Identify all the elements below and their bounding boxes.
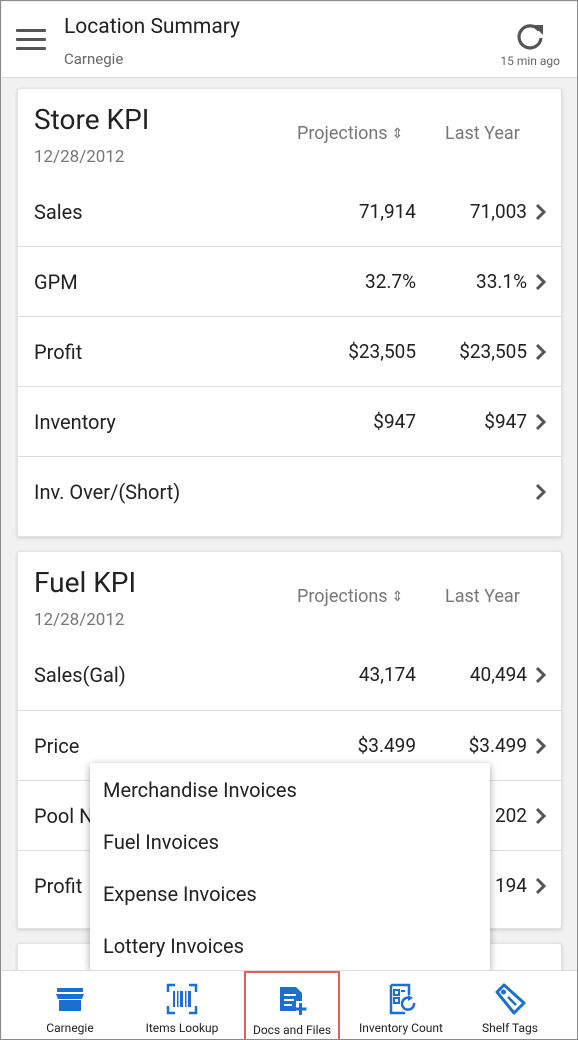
last-year-value: $3.499 (468, 734, 527, 757)
nav-label: Docs and Files (252, 1023, 332, 1037)
nav-label: Carnegie (46, 1021, 94, 1035)
chevron-right-icon (535, 737, 547, 755)
last-year-value: 71,003 (469, 200, 527, 223)
row-label: Inv. Over/(Short) (34, 480, 181, 504)
projections-value: 32.7% (365, 270, 416, 293)
chevron-right-icon (535, 273, 547, 291)
sort-icon: ⇕ (391, 126, 404, 142)
nav-item-inventory-count[interactable]: Inventory Count (345, 971, 457, 1039)
last-refresh-time: 15 min ago (500, 54, 560, 68)
kpi-row-sales-gal[interactable]: Sales(Gal) 43,174 40,494 (18, 640, 561, 710)
row-label: Profit (34, 340, 83, 364)
card-title: Store KPI (34, 103, 150, 136)
chevron-right-icon (535, 483, 547, 501)
row-label: Pool N (34, 804, 94, 828)
bottom-navigation: Carnegie Items Lookup Docs and F (2, 970, 577, 1039)
menu-item-expense-invoices[interactable]: Expense Invoices (103, 882, 257, 906)
last-year-value: $23,505 (459, 340, 527, 363)
row-label: Sales(Gal) (34, 663, 126, 687)
nav-label: Shelf Tags (482, 1021, 538, 1035)
row-label: Inventory (34, 410, 116, 434)
menu-item-merchandise-invoices[interactable]: Merchandise Invoices (103, 778, 297, 802)
chevron-right-icon (535, 807, 547, 825)
tag-icon (495, 983, 526, 1015)
last-year-value: 33.1% (476, 270, 527, 293)
projections-value: $947 (373, 410, 416, 433)
nav-item-shelf-tags[interactable]: Shelf Tags (454, 971, 566, 1039)
menu-item-lottery-invoices[interactable]: Lottery Invoices (103, 934, 244, 958)
page-title: Location Summary (64, 15, 240, 39)
docs-popup-menu: Merchandise Invoices Fuel Invoices Expen… (90, 763, 490, 970)
store-kpi-card: Store KPI 12/28/2012 Projections ⇕ Last Y… (17, 88, 562, 537)
app-header: Location Summary Carnegie 15 min ago (2, 2, 577, 78)
last-year-value: $947 (484, 410, 527, 433)
store-icon (56, 988, 84, 1011)
card-date: 12/28/2012 (34, 147, 125, 167)
chevron-right-icon (535, 203, 547, 221)
chevron-right-icon (535, 877, 547, 895)
card-title: Fuel KPI (34, 566, 137, 599)
card-date: 12/28/2012 (34, 610, 125, 630)
nav-label: Items Lookup (145, 1021, 219, 1035)
chevron-right-icon (535, 343, 547, 361)
chevron-right-icon (535, 413, 547, 431)
refresh-icon[interactable] (514, 21, 546, 53)
nav-label: Inventory Count (359, 1021, 443, 1035)
last-year-value: 40,494 (469, 663, 527, 686)
sort-icon: ⇕ (391, 589, 404, 605)
row-label: GPM (34, 270, 78, 294)
nav-item-docs-and-files[interactable]: Docs and Files (244, 971, 340, 1039)
column-header-label: Projections (297, 586, 388, 607)
projections-column-header[interactable]: Projections ⇕ (297, 586, 403, 607)
last-year-column-header: Last Year (445, 586, 520, 607)
row-label: Sales (34, 200, 83, 224)
projections-value: $23,505 (348, 340, 416, 363)
kpi-row-profit[interactable]: Profit $23,505 $23,505 (18, 316, 561, 386)
barcode-scan-icon (166, 983, 198, 1015)
nav-item-items-lookup[interactable]: Items Lookup (126, 971, 238, 1039)
menu-item-fuel-invoices[interactable]: Fuel Invoices (103, 830, 219, 854)
inventory-count-icon (389, 983, 416, 1015)
column-header-label: Projections (297, 123, 388, 144)
kpi-row-price[interactable]: Price $3.499 $3.499 (18, 710, 561, 780)
document-add-icon (280, 987, 307, 1015)
last-year-value: 194 (494, 874, 527, 897)
kpi-row-inv-over-short[interactable]: Inv. Over/(Short) (18, 456, 561, 526)
projections-value: 71,914 (358, 200, 416, 223)
location-subtitle: Carnegie (64, 50, 124, 68)
hamburger-menu-icon[interactable] (16, 29, 46, 51)
row-label: Profit (34, 874, 83, 898)
last-year-column-header: Last Year (445, 123, 520, 144)
kpi-row-sales[interactable]: Sales 71,914 71,003 (18, 177, 561, 247)
kpi-row-gpm[interactable]: GPM 32.7% 33.1% (18, 246, 561, 316)
nav-item-carnegie[interactable]: Carnegie (14, 971, 126, 1039)
kpi-row-inventory[interactable]: Inventory $947 $947 (18, 386, 561, 456)
last-year-value: 202 (494, 804, 527, 827)
projections-value: 43,174 (358, 663, 416, 686)
chevron-right-icon (535, 666, 547, 684)
projections-column-header[interactable]: Projections ⇕ (297, 123, 403, 144)
row-label: Price (34, 734, 80, 758)
projections-value: $3.499 (357, 734, 416, 757)
